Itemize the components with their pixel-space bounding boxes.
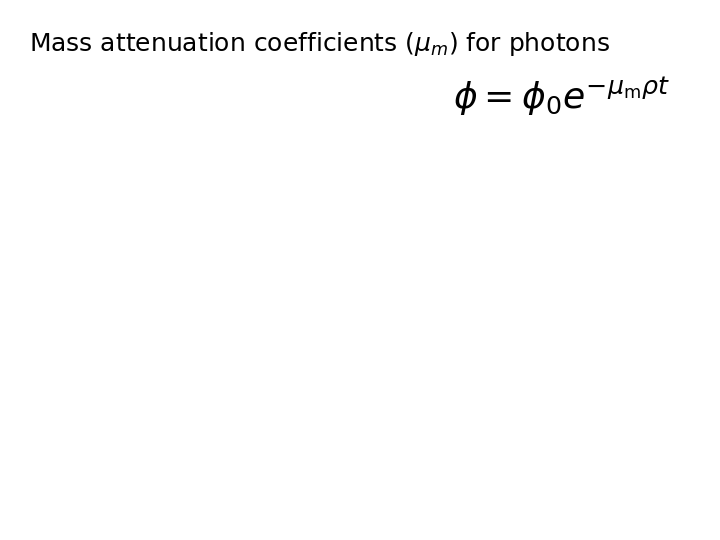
Text: $\phi = \phi_0 e^{-\mu_{\mathrm{m}} \rho t}$: $\phi = \phi_0 e^{-\mu_{\mathrm{m}} \rho…	[453, 76, 670, 118]
Text: Mass attenuation coefficients ($\mu_m$) for photons: Mass attenuation coefficients ($\mu_m$) …	[29, 30, 610, 58]
